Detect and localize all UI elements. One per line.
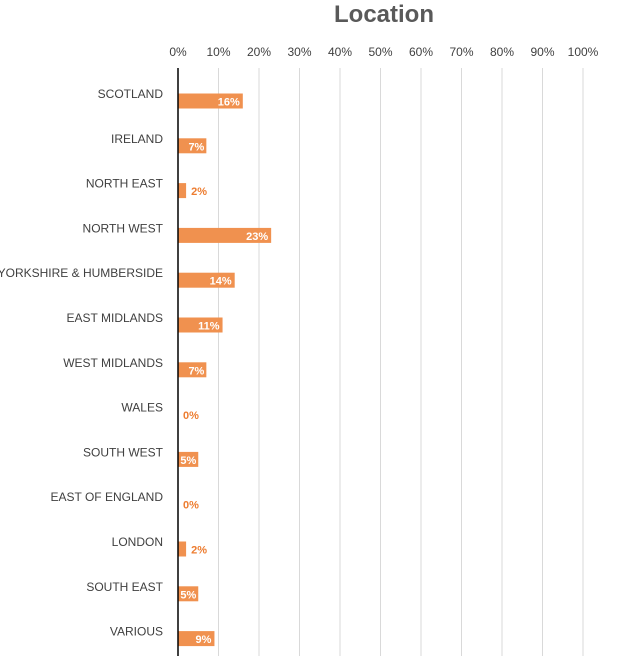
data-label: 14% [210, 276, 232, 288]
data-label: 7% [188, 365, 204, 377]
bar [178, 183, 187, 199]
bar [178, 541, 187, 557]
x-tick-label-0: 0% [169, 45, 187, 59]
bar [178, 631, 215, 647]
category-label: SOUTH EAST [86, 580, 163, 594]
bar [178, 362, 207, 378]
data-label: 0% [183, 410, 199, 422]
bar [178, 93, 243, 109]
x-axis-tick-labels: 0% 10% 20% 30% 40% 50% 60% 70% 80% 90% 100% [169, 45, 598, 59]
data-labels: 16% 7% 2% 23% 14% 11% 7% 0% 5% 0% 2% 5% 9% [180, 97, 268, 647]
bar [178, 317, 223, 333]
category-label: EAST OF ENGLAND [51, 490, 164, 504]
category-label: SCOTLAND [98, 87, 164, 101]
category-label: YORKSHIRE & HUMBERSIDE [0, 266, 163, 280]
x-tick-label-70: 70% [449, 45, 473, 59]
x-tick-label-40: 40% [328, 45, 352, 59]
data-label: 7% [188, 141, 204, 153]
data-label: 2% [191, 545, 207, 557]
category-label: LONDON [112, 535, 163, 549]
x-tick-label-30: 30% [287, 45, 311, 59]
data-label: 0% [183, 500, 199, 512]
category-labels: SCOTLAND IRELAND NORTH EAST NORTH WEST YORKS… [0, 87, 164, 639]
category-label: EAST MIDLANDS [67, 311, 163, 325]
category-label: WALES [121, 401, 163, 415]
data-label: 16% [218, 97, 240, 109]
category-label: WEST MIDLANDS [63, 356, 163, 370]
x-tick-label-60: 60% [409, 45, 433, 59]
bar [178, 272, 235, 288]
bar [178, 227, 272, 243]
category-label: SOUTH WEST [83, 445, 164, 459]
category-label: IRELAND [111, 132, 163, 146]
x-tick-label-90: 90% [530, 45, 554, 59]
data-label: 9% [196, 634, 212, 646]
bar [178, 451, 199, 467]
bar [178, 138, 207, 154]
data-label: 5% [180, 455, 196, 467]
bars [178, 93, 272, 647]
x-tick-label-10: 10% [206, 45, 230, 59]
chart-title: Location [334, 1, 434, 28]
category-label: NORTH EAST [86, 177, 164, 191]
category-label: VARIOUS [110, 625, 163, 639]
data-label: 5% [180, 589, 196, 601]
x-tick-label-50: 50% [368, 45, 392, 59]
data-label: 11% [198, 321, 220, 333]
bar [178, 586, 199, 602]
data-label: 23% [246, 231, 268, 243]
data-label: 2% [191, 186, 207, 198]
x-tick-label-20: 20% [247, 45, 271, 59]
gridlines [218, 68, 584, 656]
x-tick-label-80: 80% [490, 45, 514, 59]
category-label: NORTH WEST [83, 221, 164, 235]
x-tick-label-100: 100% [568, 45, 599, 59]
